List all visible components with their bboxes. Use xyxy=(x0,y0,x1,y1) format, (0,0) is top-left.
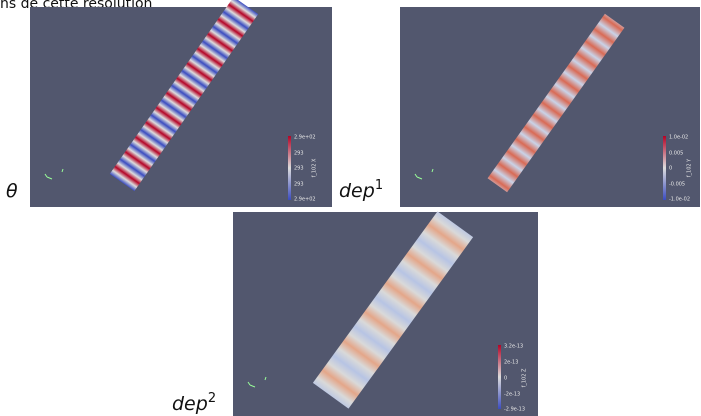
colorbar-tick: 293 xyxy=(294,151,304,157)
panel-label: dep1 xyxy=(339,178,383,202)
colorbar-tick: -1.0e-02 xyxy=(669,197,690,203)
colorbar-tick: 293 xyxy=(294,182,304,188)
colorbar-tick: 0 xyxy=(669,166,672,172)
colorbar-tick: 2.9e+02 xyxy=(294,135,316,141)
colorbar-title: f_102 X xyxy=(312,158,318,177)
colorbar-tick: 3.2e-13 xyxy=(504,344,523,350)
colorbar-tick: 1.0e-02 xyxy=(669,135,688,141)
colorbar-tick: 2.9e+02 xyxy=(294,197,316,203)
colorbar-tick: 0.005 xyxy=(669,151,683,157)
colorbar-title: f_102 Y xyxy=(687,158,693,177)
panel: 1.0e-02 0.005 0 -0.005 -1.0e-02 f_102 Y … xyxy=(339,7,700,207)
panel: 2.9e+02 293 293 293 2.9e+02 f_102 X θ xyxy=(6,0,332,207)
panel-label: dep2 xyxy=(172,391,216,415)
slide: ns de cette résolution 2.9e+02 293 293 2… xyxy=(0,0,701,416)
colorbar-tick: 0 xyxy=(504,376,507,382)
colorbar-tick: -0.005 xyxy=(669,182,685,188)
panel-label: θ xyxy=(6,180,18,202)
colorbar-tick: 2e-13 xyxy=(504,360,518,366)
colorbar-title: f_102 Z xyxy=(522,368,528,387)
colorbar-tick: -2.9e-13 xyxy=(504,407,525,413)
colorbar-tick: -2e-13 xyxy=(504,392,520,398)
panel: 3.2e-13 2e-13 0 -2e-13 -2.9e-13 f_102 Z … xyxy=(172,211,538,416)
colorbar-tick: 293 xyxy=(294,166,304,172)
